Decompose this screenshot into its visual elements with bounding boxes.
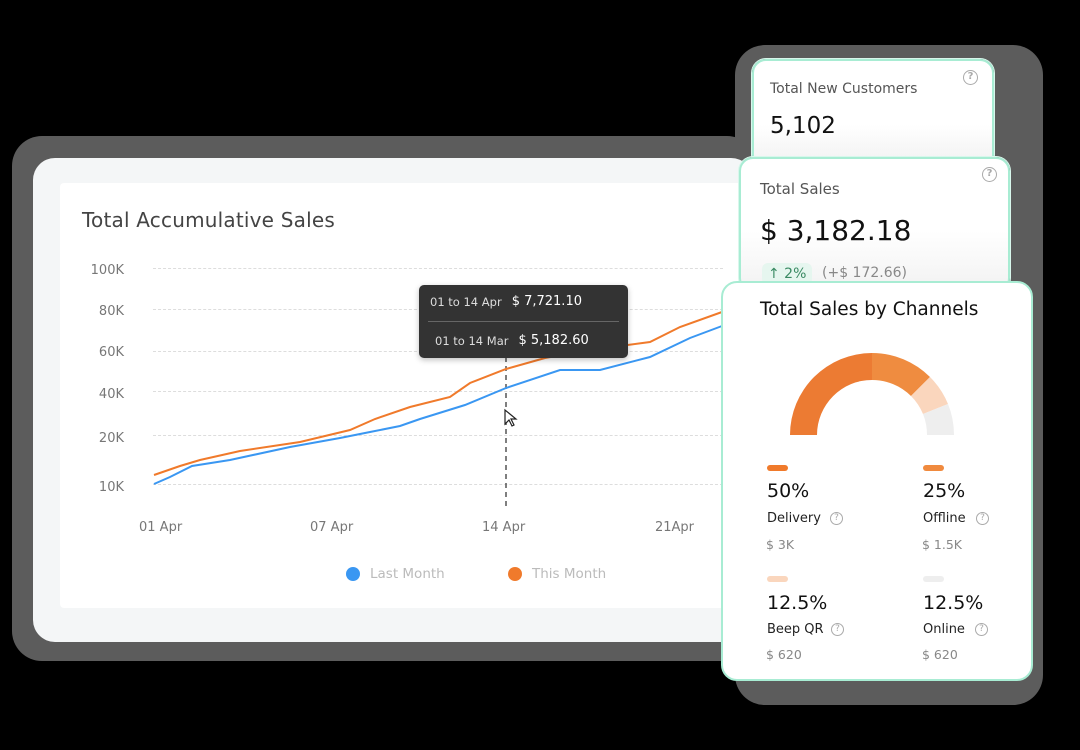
y-tick: 80K [98, 304, 124, 319]
legend-dot-icon [346, 567, 360, 581]
channel-name: Beep QR [767, 622, 824, 637]
legend-last-month[interactable]: Last Month [346, 566, 445, 582]
x-tick: 21Apr [655, 520, 695, 535]
channel-amount: $ 620 [766, 647, 802, 662]
sales-by-channels-card [721, 281, 1033, 681]
segment-beep-qr [911, 377, 948, 414]
chart-tooltip: 01 to 14 Apr $ 7,721.10 01 to 14 Mar $ 5… [419, 285, 628, 358]
new-customers-card [752, 59, 994, 169]
y-tick: 40K [98, 387, 124, 402]
y-tick: 100K [90, 263, 124, 278]
gridline [153, 391, 723, 392]
new-customers-value: 5,102 [770, 113, 836, 139]
chart-panel [60, 183, 750, 608]
tooltip-divider [428, 321, 619, 322]
segment-online [923, 404, 955, 435]
channel-pct: 50% [767, 480, 810, 502]
tooltip-period-previous: 01 to 14 Mar [435, 333, 509, 348]
channels-donut-chart[interactable] [790, 348, 955, 438]
help-icon[interactable]: ? [963, 70, 978, 85]
swatch-beep-qr [767, 576, 788, 582]
y-tick: 60K [98, 345, 124, 360]
help-icon[interactable]: ? [831, 623, 844, 636]
gridline [153, 484, 723, 485]
swatch-delivery [767, 465, 788, 471]
chart-title: Total Accumulative Sales [82, 208, 335, 232]
channel-amount: $ 3K [766, 537, 795, 552]
x-tick: 01 Apr [139, 520, 183, 535]
mouse-cursor-icon [504, 408, 518, 427]
help-icon[interactable]: ? [975, 623, 988, 636]
help-icon[interactable]: ? [982, 167, 997, 182]
segment-offline [872, 353, 930, 396]
channel-name: Online [923, 622, 965, 637]
channel-pct: 12.5% [767, 592, 828, 614]
x-tick: 07 Apr [310, 520, 354, 535]
segment-delivery [790, 353, 872, 435]
total-sales-label: Total Sales [760, 180, 840, 198]
y-tick: 10K [98, 480, 124, 495]
channel-name: Delivery [767, 511, 821, 526]
legend-this-month[interactable]: This Month [508, 566, 606, 582]
x-tick: 14 Apr [482, 520, 526, 535]
growth-diff: (+$ 172.66) [822, 265, 907, 281]
help-icon[interactable]: ? [830, 512, 843, 525]
swatch-online [923, 576, 944, 582]
legend-label: Last Month [370, 566, 445, 582]
channel-pct: 25% [923, 480, 966, 502]
channel-pct: 12.5% [923, 592, 984, 614]
y-tick: 20K [98, 431, 124, 446]
gridline [153, 268, 723, 269]
swatch-offline [923, 465, 944, 471]
total-sales-value: $ 3,182.18 [760, 214, 912, 247]
help-icon[interactable]: ? [976, 512, 989, 525]
tooltip-period-current: 01 to 14 Apr [430, 294, 502, 309]
channel-name: Offline [923, 511, 966, 526]
series-last-month [153, 325, 723, 485]
gridline [153, 435, 723, 436]
channels-title: Total Sales by Channels [760, 299, 979, 320]
line-chart[interactable] [0, 0, 760, 600]
channel-amount: $ 1.5K [922, 537, 963, 552]
tooltip-value-previous: $ 5,182.60 [518, 333, 589, 348]
new-customers-label: Total New Customers [770, 81, 918, 97]
growth-badge: ↑ 2% [762, 263, 813, 285]
tooltip-value-current: $ 7,721.10 [511, 294, 582, 309]
legend-dot-icon [508, 567, 522, 581]
legend-label: This Month [532, 566, 607, 582]
channel-amount: $ 620 [922, 647, 958, 662]
